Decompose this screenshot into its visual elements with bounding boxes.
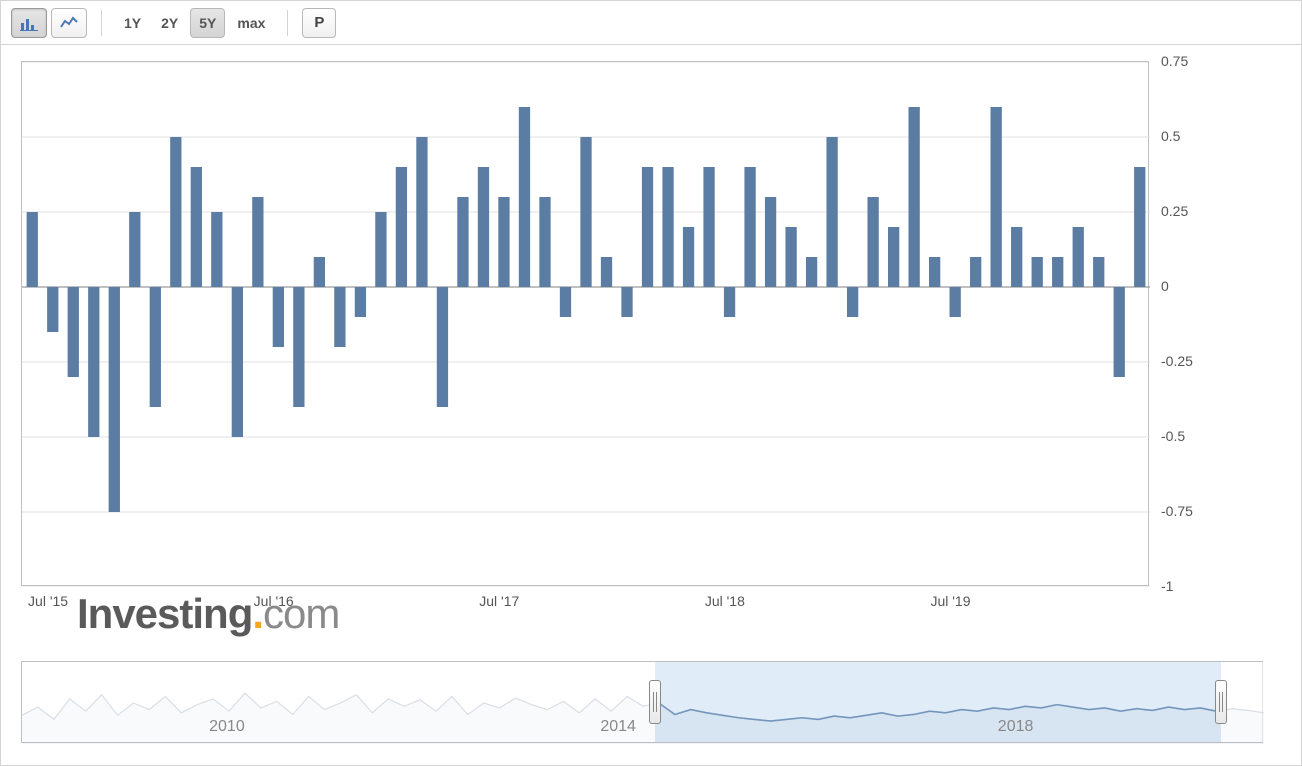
- bar[interactable]: [826, 137, 837, 287]
- bar[interactable]: [314, 257, 325, 287]
- x-axis: Jul '15 Jul '16 Jul '17 Jul '18 Jul '19: [21, 593, 1149, 617]
- bar[interactable]: [580, 137, 591, 287]
- range-2Y-button[interactable]: 2Y: [153, 8, 186, 38]
- bar-chart-icon: [20, 15, 38, 31]
- bar[interactable]: [929, 257, 940, 287]
- x-tick-label: Jul '19: [930, 593, 970, 609]
- navigator[interactable]: 2010 2014 2018: [21, 661, 1263, 743]
- toolbar: 1Y2Y5Ymax P: [1, 1, 1301, 45]
- bar[interactable]: [1134, 167, 1145, 287]
- navigator-handle-right[interactable]: [1215, 680, 1227, 724]
- bar[interactable]: [560, 287, 571, 317]
- y-tick-label: 0.5: [1161, 128, 1180, 144]
- bar[interactable]: [539, 197, 550, 287]
- bar[interactable]: [170, 137, 181, 287]
- navigator-x-label: 2018: [998, 718, 1034, 736]
- bar[interactable]: [47, 287, 58, 332]
- navigator-mask-left: [22, 662, 655, 742]
- bar[interactable]: [642, 167, 653, 287]
- bar[interactable]: [273, 287, 284, 347]
- x-tick-label: Jul '15: [28, 593, 68, 609]
- bar[interactable]: [683, 227, 694, 287]
- chart-svg: [22, 62, 1150, 587]
- separator: [101, 10, 102, 36]
- bar[interactable]: [991, 107, 1002, 287]
- bar[interactable]: [785, 227, 796, 287]
- y-tick-label: -0.25: [1161, 353, 1193, 369]
- bar[interactable]: [191, 167, 202, 287]
- bar[interactable]: [1032, 257, 1043, 287]
- navigator-x-label: 2014: [600, 718, 636, 736]
- bar[interactable]: [232, 287, 243, 437]
- range-max-button[interactable]: max: [229, 8, 273, 38]
- y-tick-label: 0: [1161, 278, 1169, 294]
- bar[interactable]: [334, 287, 345, 347]
- bar[interactable]: [1093, 257, 1104, 287]
- separator: [287, 10, 288, 36]
- chart-container: 1Y2Y5Ymax P Investing.com 0.75 0.5 0.25 0 -0…: [0, 0, 1302, 766]
- bar[interactable]: [847, 287, 858, 317]
- bar[interactable]: [806, 257, 817, 287]
- bar[interactable]: [375, 212, 386, 287]
- p-button[interactable]: P: [302, 8, 336, 38]
- bar[interactable]: [724, 287, 735, 317]
- bar[interactable]: [355, 287, 366, 317]
- bar[interactable]: [601, 257, 612, 287]
- bar[interactable]: [519, 107, 530, 287]
- bar[interactable]: [396, 167, 407, 287]
- bar[interactable]: [293, 287, 304, 407]
- bar[interactable]: [1011, 227, 1022, 287]
- time-range-group: 1Y2Y5Ymax: [116, 8, 273, 38]
- y-tick-label: -0.75: [1161, 503, 1193, 519]
- bar[interactable]: [1073, 227, 1084, 287]
- bar[interactable]: [1114, 287, 1125, 377]
- bar[interactable]: [1052, 257, 1063, 287]
- bar[interactable]: [621, 287, 632, 317]
- bar[interactable]: [150, 287, 161, 407]
- y-tick-label: 0.25: [1161, 203, 1188, 219]
- bar[interactable]: [416, 137, 427, 287]
- bar[interactable]: [109, 287, 120, 512]
- bar[interactable]: [744, 167, 755, 287]
- main-chart[interactable]: Investing.com: [21, 61, 1149, 586]
- bar[interactable]: [950, 287, 961, 317]
- bar[interactable]: [129, 212, 140, 287]
- y-tick-label: 0.75: [1161, 53, 1188, 69]
- bar-chart-button[interactable]: [11, 8, 47, 38]
- bar[interactable]: [970, 257, 981, 287]
- x-tick-label: Jul '18: [705, 593, 745, 609]
- x-tick-label: Jul '17: [479, 593, 519, 609]
- range-5Y-button[interactable]: 5Y: [190, 8, 225, 38]
- y-tick-label: -1: [1161, 578, 1173, 594]
- bar[interactable]: [888, 227, 899, 287]
- bar[interactable]: [437, 287, 448, 407]
- range-1Y-button[interactable]: 1Y: [116, 8, 149, 38]
- navigator-selection[interactable]: [655, 662, 1220, 742]
- x-tick-label: Jul '16: [254, 593, 294, 609]
- bar[interactable]: [88, 287, 99, 437]
- bar[interactable]: [662, 167, 673, 287]
- line-chart-button[interactable]: [51, 8, 87, 38]
- bar[interactable]: [765, 197, 776, 287]
- y-axis: 0.750.50.250-0.25-0.5-0.75-1: [1161, 61, 1221, 586]
- line-chart-icon: [60, 15, 78, 31]
- bar[interactable]: [211, 212, 222, 287]
- navigator-x-label: 2010: [209, 718, 245, 736]
- bar[interactable]: [457, 197, 468, 287]
- navigator-mask-right: [1221, 662, 1264, 742]
- bar[interactable]: [703, 167, 714, 287]
- bar[interactable]: [68, 287, 79, 377]
- bar[interactable]: [478, 167, 489, 287]
- navigator-handle-left[interactable]: [649, 680, 661, 724]
- bar[interactable]: [867, 197, 878, 287]
- bar[interactable]: [252, 197, 263, 287]
- bar[interactable]: [909, 107, 920, 287]
- y-tick-label: -0.5: [1161, 428, 1185, 444]
- bar[interactable]: [498, 197, 509, 287]
- chart-type-group: [11, 8, 87, 38]
- bar[interactable]: [27, 212, 38, 287]
